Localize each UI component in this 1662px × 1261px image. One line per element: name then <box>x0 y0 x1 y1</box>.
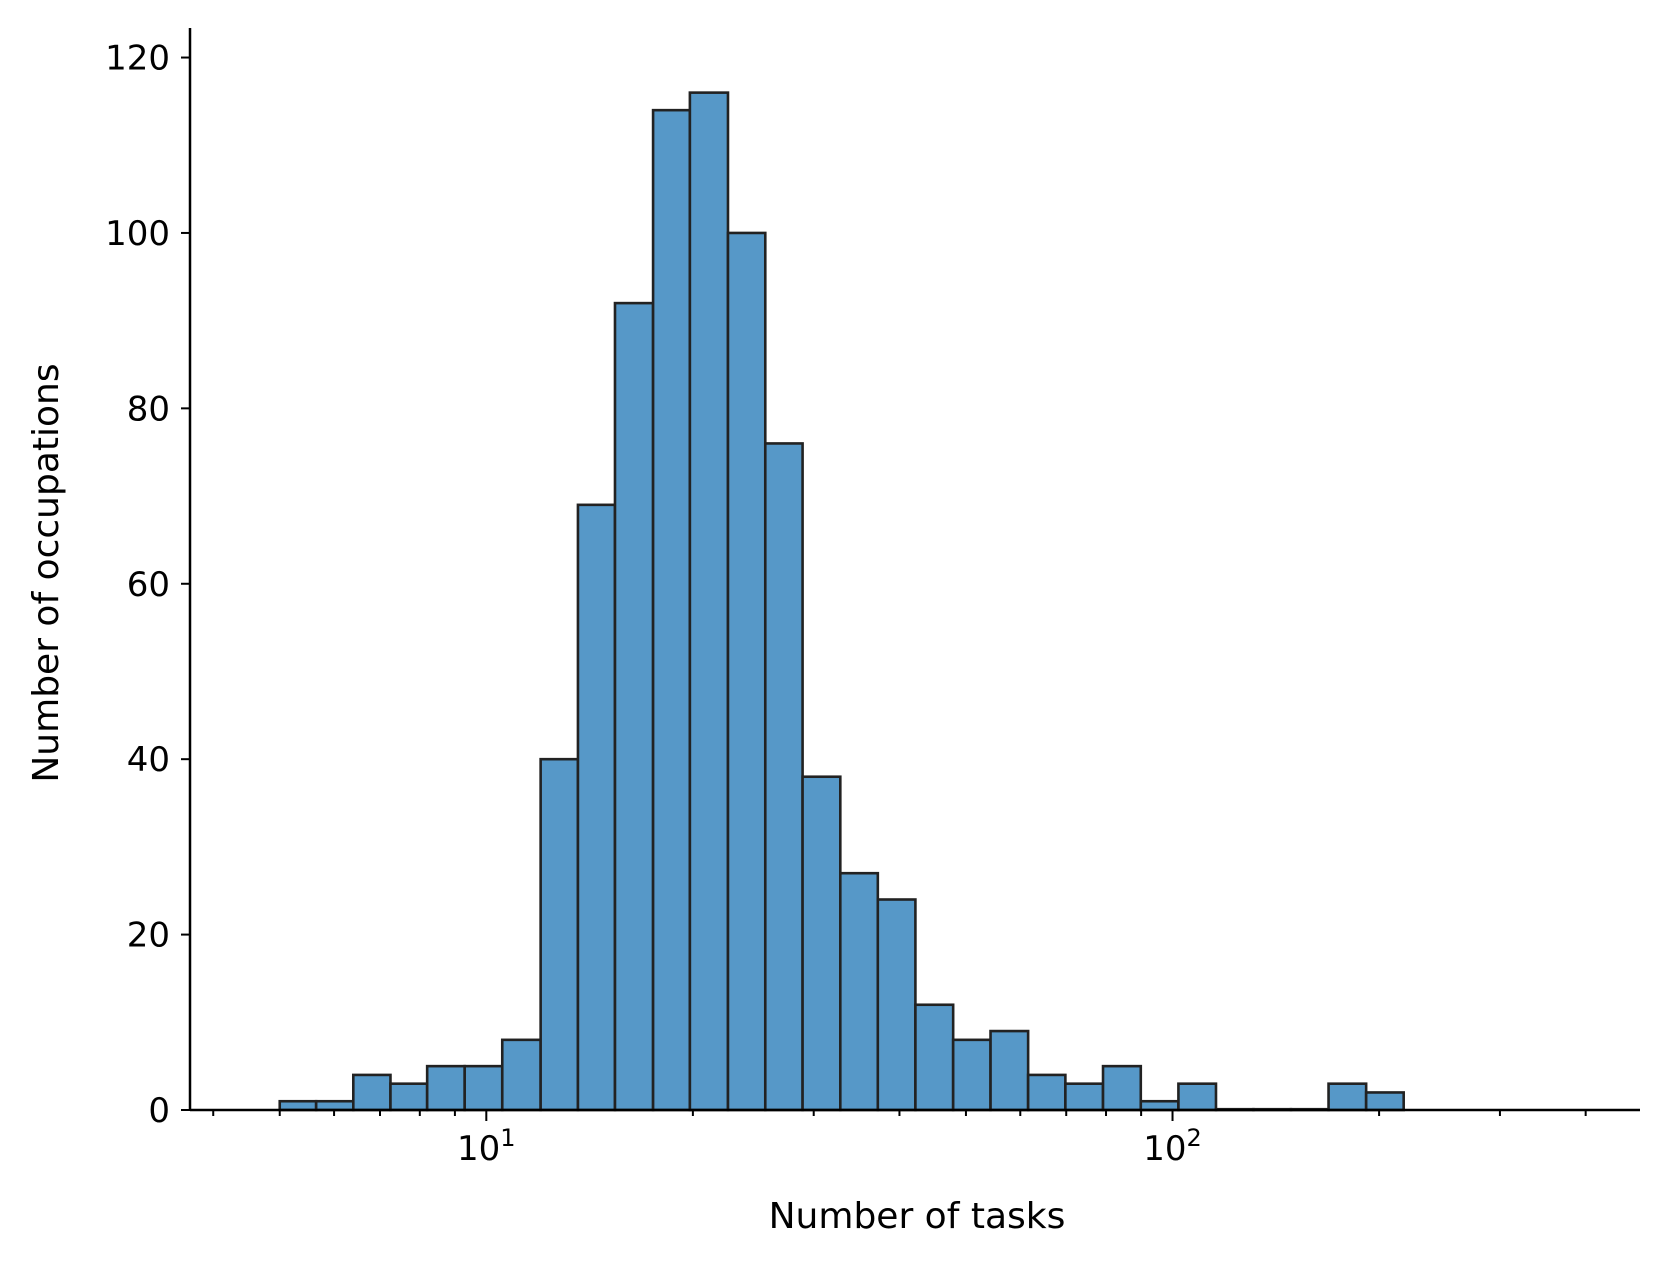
histogram-bar <box>1026 1073 1067 1112</box>
histogram-bar <box>352 1073 392 1112</box>
x-tick-label: 102 <box>1143 1124 1202 1169</box>
y-axis-label: Number of occupations <box>26 363 67 782</box>
histogram-bars <box>278 91 1405 1112</box>
histogram-bar <box>539 757 580 1112</box>
y-tick-label: 20 <box>127 916 170 956</box>
y-tick-label: 100 <box>105 214 170 254</box>
histogram-bar <box>1327 1082 1368 1112</box>
x-tick-label: 101 <box>457 1124 516 1169</box>
histogram-bar <box>1101 1064 1143 1112</box>
histogram-bar <box>1139 1099 1180 1112</box>
x-axis: 101 102 <box>190 1108 1640 1169</box>
histogram-bar <box>951 1038 992 1112</box>
histogram-bar <box>763 442 804 1112</box>
x-axis-label: Number of tasks <box>769 1196 1066 1237</box>
histogram-bar <box>726 231 767 1112</box>
histogram-bar <box>989 1029 1030 1112</box>
y-tick-label: 60 <box>127 565 170 605</box>
y-tick-label: 120 <box>105 39 170 79</box>
histogram-bar <box>1364 1091 1405 1112</box>
y-tick-label: 0 <box>148 1091 170 1131</box>
histogram-bar <box>839 871 880 1112</box>
histogram-bar <box>576 503 617 1112</box>
y-tick-label: 80 <box>127 389 170 429</box>
histogram-bar <box>801 775 842 1112</box>
y-axis: 0 20 40 60 80 100 120 <box>105 28 192 1131</box>
histogram-bar <box>278 1099 318 1112</box>
histogram-bar <box>688 91 730 1112</box>
histogram-bar <box>314 1099 355 1112</box>
histogram-bar <box>651 108 692 1112</box>
histogram-bar <box>613 301 655 1112</box>
histogram-bar <box>425 1064 466 1112</box>
histogram-bar <box>463 1064 504 1112</box>
histogram-bar <box>1064 1082 1105 1112</box>
histogram-bar <box>500 1038 542 1112</box>
y-tick-label: 40 <box>127 740 170 780</box>
histogram-bar <box>876 898 917 1112</box>
histogram-bar <box>1177 1082 1218 1112</box>
histogram-bar <box>914 1003 955 1112</box>
histogram-bar <box>389 1082 429 1112</box>
